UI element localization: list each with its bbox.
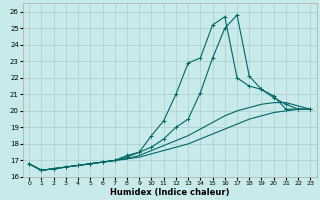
X-axis label: Humidex (Indice chaleur): Humidex (Indice chaleur)	[110, 188, 229, 197]
